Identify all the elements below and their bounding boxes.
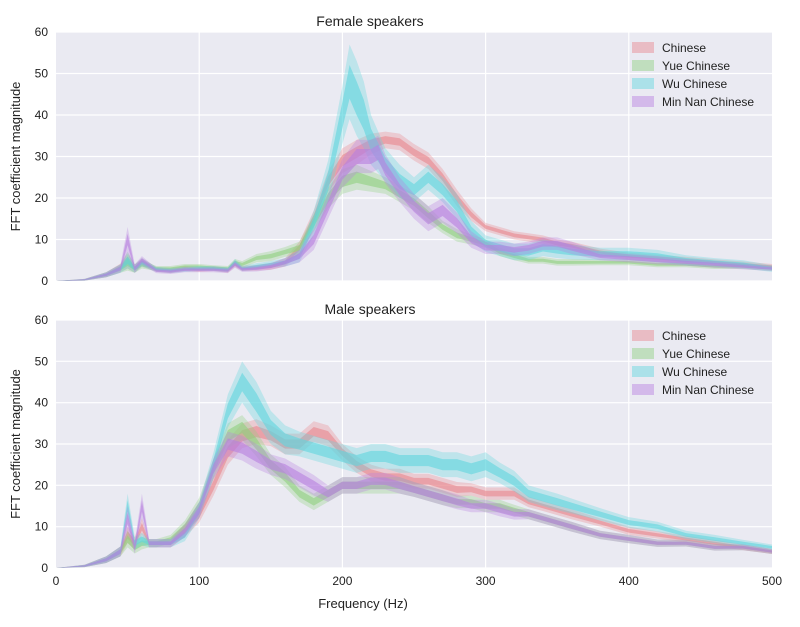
bands-male: [56, 361, 772, 568]
legend-swatch-chinese: [632, 330, 654, 341]
panel-female: 0 10 20 30 40 50 60 Female speakers FFT coeffi…: [8, 13, 772, 288]
x-tick-label: 0: [53, 574, 60, 588]
legend-label-chinese: Chinese: [662, 329, 706, 343]
grid-male: [56, 319, 772, 569]
bands-female: [56, 44, 772, 282]
legend-label-wu-chinese: Wu Chinese: [662, 77, 727, 91]
legend-female: Chinese Yue Chinese Wu Chinese Min Nan Chin…: [632, 41, 754, 109]
legend-swatch-chinese: [632, 42, 654, 53]
y-axis-label-male: FFT coefficient magnitude: [8, 369, 23, 519]
x-tick-label: 500: [762, 574, 782, 588]
legend-swatch-yue-chinese: [632, 60, 654, 71]
legend-label-min-nan-chinese: Min Nan Chinese: [662, 95, 754, 109]
x-ticks-male: 0 100 200 300 400 500: [53, 574, 783, 588]
y-tick-label: 60: [35, 313, 49, 327]
chart-title-male: Male speakers: [324, 301, 415, 317]
y-tick-label: 30: [35, 150, 49, 164]
y-ticks-male: 0 10 20 30 40 50 60: [35, 313, 49, 575]
legend-swatch-yue-chinese: [632, 348, 654, 359]
y-tick-label: 30: [35, 437, 49, 451]
y-tick-label: 20: [35, 191, 49, 205]
y-tick-label: 40: [35, 396, 49, 410]
x-tick-label: 400: [619, 574, 639, 588]
y-tick-label: 10: [35, 520, 49, 534]
y-tick-label: 10: [35, 233, 49, 247]
x-tick-label: 200: [332, 574, 352, 588]
band-outer-yue-chinese: [56, 164, 772, 281]
y-ticks-female: 0 10 20 30 40 50 60: [35, 25, 49, 288]
legend-swatch-min-nan-chinese: [632, 384, 654, 395]
x-tick-label: 100: [189, 574, 209, 588]
legend-label-min-nan-chinese: Min Nan Chinese: [662, 383, 754, 397]
band-inner-wu-chinese: [56, 64, 772, 282]
x-tick-label: 300: [476, 574, 496, 588]
y-tick-label: 20: [35, 478, 49, 492]
y-axis-label-female: FFT coefficient magnitude: [8, 82, 23, 232]
legend-label-wu-chinese: Wu Chinese: [662, 365, 727, 379]
grid-female: [56, 31, 772, 282]
legend-label-chinese: Chinese: [662, 41, 706, 55]
legend-label-yue-chinese: Yue Chinese: [662, 59, 730, 73]
y-tick-label: 0: [41, 274, 48, 288]
y-tick-label: 50: [35, 354, 49, 368]
y-tick-label: 40: [35, 108, 49, 122]
legend-swatch-wu-chinese: [632, 366, 654, 377]
y-tick-label: 50: [35, 67, 49, 81]
y-tick-label: 0: [41, 561, 48, 575]
y-tick-label: 60: [35, 25, 49, 39]
panel-male: 0 10 20 30 40 50 60 0 100 200 300 400 500 Male spea…: [8, 301, 782, 611]
chart-title-female: Female speakers: [316, 13, 423, 29]
x-axis-label-male: Frequency (Hz): [318, 596, 408, 611]
legend-swatch-min-nan-chinese: [632, 96, 654, 107]
legend-swatch-wu-chinese: [632, 78, 654, 89]
legend-label-yue-chinese: Yue Chinese: [662, 347, 730, 361]
legend-male: Chinese Yue Chinese Wu Chinese Min Nan Chin…: [632, 329, 754, 397]
